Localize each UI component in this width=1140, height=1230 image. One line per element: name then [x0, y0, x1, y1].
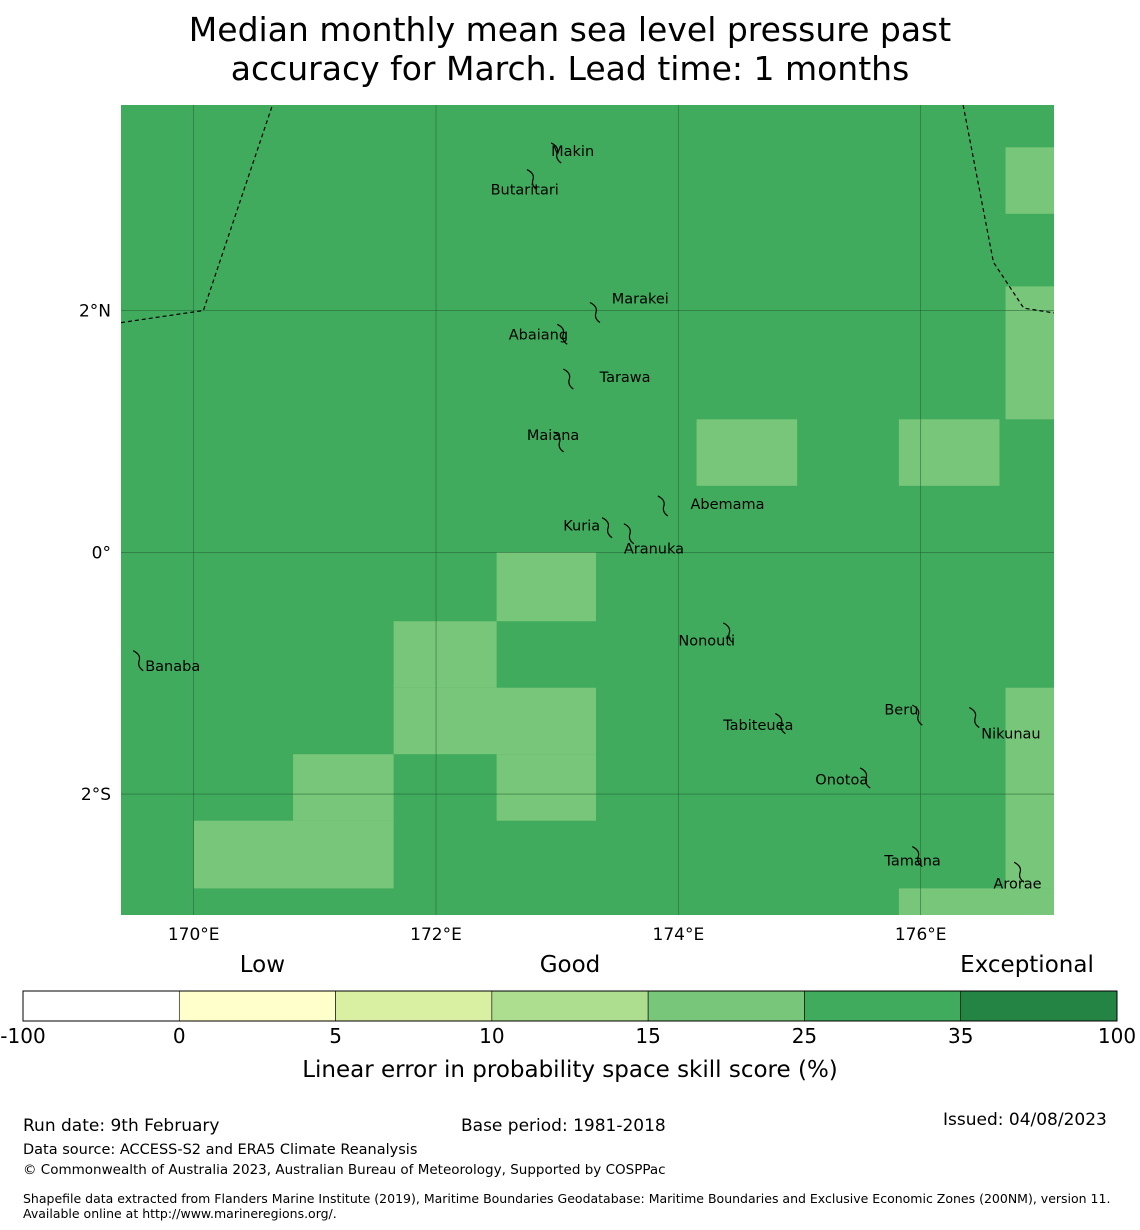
colorbar-bin-15-to-25 [647, 990, 805, 1022]
island-outline-beru [912, 704, 923, 726]
colorbar-bin-25-to-35 [804, 990, 962, 1022]
island-outline-abaiang [556, 323, 568, 345]
island-label-kuria: Kuria [563, 519, 600, 535]
maritime-boundaries [121, 105, 1054, 324]
island-label-abemama: Abemama [690, 497, 764, 513]
island-label-abaiang: Abaiang [509, 328, 568, 344]
y-tick-label--2: 2°S [81, 785, 111, 805]
colorbar-axis-label: Linear error in probability space skill … [302, 1057, 838, 1083]
colorbar-tick-label-2: 5 [329, 1024, 342, 1048]
island-label-aranuka: Aranuka [624, 542, 684, 558]
colorbar-tick-label-7: 100 [1098, 1024, 1136, 1048]
x-tick-label-172: 172°E [410, 925, 462, 945]
skill-cell-0 [1005, 147, 1054, 214]
chart-title-line-2: accuracy for March. Lead time: 1 months [230, 49, 910, 88]
copyright: © Commonwealth of Australia 2023, Austra… [23, 1162, 666, 1178]
x-tick-label-170: 170°E [168, 925, 220, 945]
skill-cell-5 [393, 621, 497, 688]
skill-cell-11 [898, 888, 1054, 915]
island-outline-nonouti [722, 622, 734, 644]
colorbar-category-low: Low [240, 952, 285, 978]
issued-date: Issued: 04/08/2023 [943, 1110, 1107, 1130]
island-label-nikunau: Nikunau [981, 727, 1040, 743]
island-label-tarawa: Tarawa [599, 370, 651, 386]
chart-title-line-1: Median monthly mean sea level pressure p… [188, 10, 952, 49]
y-tick-label-2: 2°N [79, 302, 111, 322]
island-label-arorae: Arorae [993, 877, 1041, 893]
skill-cells [193, 147, 1054, 915]
gridlines [121, 105, 1054, 915]
island-outline-tamana [912, 846, 923, 868]
island-outline-marakei [589, 301, 601, 324]
eez-boundary-0 [121, 105, 274, 324]
chart-title: Median monthly mean sea level pressure p… [0, 10, 1140, 88]
colorbar-tick-label-1: 0 [173, 1024, 186, 1048]
colorbar-bin-35-to-100 [960, 990, 1118, 1022]
x-tick-label-174: 174°E [653, 925, 705, 945]
island-outline-nikunau [968, 706, 980, 729]
island-label-tabiteuea: Tabiteuea [722, 718, 793, 734]
island-outline-abemama [657, 495, 669, 517]
island-outline-arorae [1013, 861, 1025, 883]
eez-boundary-1 [962, 105, 1054, 314]
colorbar-bin-10-to-15 [491, 990, 649, 1022]
island-outline-aranuka [623, 523, 635, 545]
skill-cell-2 [696, 419, 798, 486]
island-label-makin: Makin [551, 144, 594, 160]
island-label-marakei: Marakei [612, 291, 669, 307]
island-outline-makin [550, 142, 562, 164]
skill-cell-10 [1005, 687, 1054, 889]
axis-ticks: 170°E 172°E 174°E 176°E 2°N 0° 2°S [79, 302, 947, 945]
data-source: Data source: ACCESS-S2 and ERA5 Climate … [23, 1142, 418, 1158]
colorbar-tick-label-4: 15 [635, 1024, 660, 1048]
island-label-nonouti: Nonouti [678, 634, 735, 650]
island-label-onotoa: Onotoa [815, 773, 868, 789]
island-outline-butaritari [526, 169, 538, 191]
island-label-tamana: Tamana [883, 854, 940, 870]
skill-cell-3 [898, 419, 1000, 486]
base-period: Base period: 1981-2018 [461, 1116, 666, 1136]
skill-cell-7 [496, 754, 596, 821]
colorbar-bin-0-to-5 [178, 990, 336, 1022]
island-label-beru: Beru [884, 702, 918, 718]
skill-cell-9 [193, 820, 394, 889]
island-label-maiana: Maiana [527, 428, 579, 444]
colorbar-tick-label-6: 35 [948, 1024, 973, 1048]
island-outline-maiana [553, 431, 564, 453]
colorbar-tick-label-3: 10 [479, 1024, 504, 1048]
skill-cell-8 [293, 754, 394, 821]
colorbar-bin--100-to-0 [22, 990, 180, 1022]
x-tick-label-176: 176°E [895, 925, 947, 945]
colorbar-legend: -100 0 5 10 15 25 35 100 Low Good Exceptional Linea… [0, 952, 1136, 1083]
island-outline-onotoa [859, 767, 871, 789]
colorbar-tick-label-5: 25 [792, 1024, 817, 1048]
colorbar-category-exceptional: Exceptional [960, 952, 1094, 978]
shapefile-credit: Shapefile data extracted from Flanders M… [23, 1191, 1111, 1221]
colorbar-frame [22, 990, 1118, 1022]
island-label-banaba: Banaba [145, 659, 200, 675]
skill-cell-1 [1005, 286, 1054, 420]
y-tick-label-0: 0° [92, 543, 111, 563]
run-date: Run date: 9th February [23, 1116, 220, 1136]
colorbar-bin-5-to-10 [335, 990, 493, 1022]
island-label-butaritari: Butaritari [491, 183, 559, 199]
skill-cell-6 [393, 687, 596, 755]
colorbar-tick-label-0: -100 [0, 1024, 45, 1048]
islands: Makin Butaritari Marakei Abaiang Tarawa Maian… [132, 142, 1042, 893]
island-outline-tabiteuea [775, 713, 786, 735]
skill-cell-4 [496, 552, 596, 622]
island-outline-kuria [601, 517, 613, 539]
island-outline-banaba [132, 650, 144, 672]
island-outline-tarawa [563, 368, 574, 390]
skill-map-figure: Makin Butaritari Marakei Abaiang Tarawa Maian… [0, 105, 1136, 1083]
colorbar-category-good: Good [540, 952, 601, 978]
